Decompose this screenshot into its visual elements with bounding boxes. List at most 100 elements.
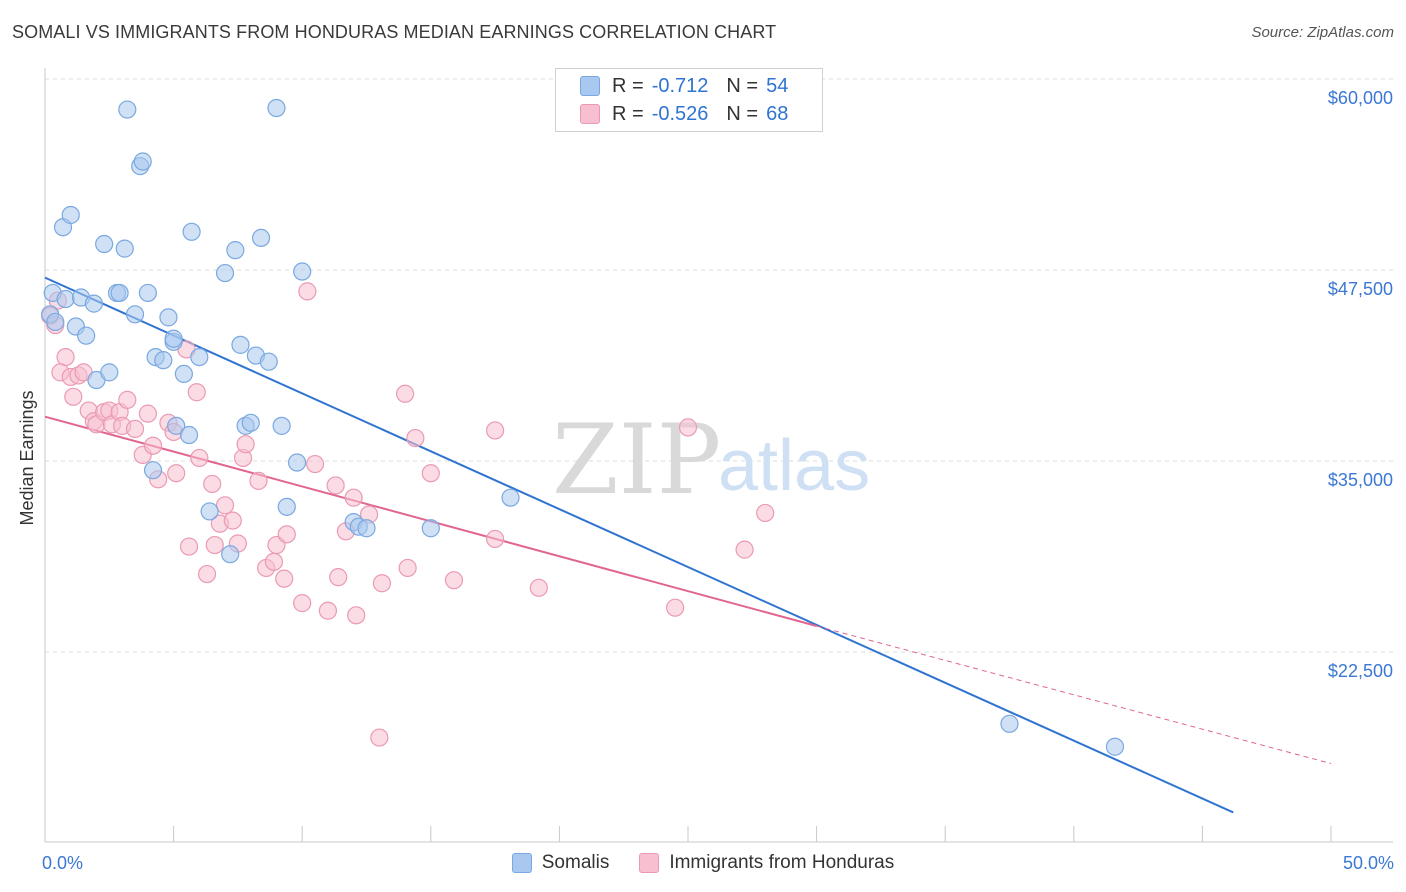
chart-title: SOMALI VS IMMIGRANTS FROM HONDURAS MEDIA…: [12, 22, 777, 42]
watermark-zip: ZIP: [552, 404, 721, 516]
honduras-point: [64, 387, 83, 406]
honduras-point: [187, 383, 206, 402]
x-tick-label: 0.0%: [42, 853, 83, 873]
legend-r-label: R =: [612, 102, 644, 125]
legend-r-label: R =: [612, 74, 644, 97]
somalis-point: [277, 497, 296, 516]
honduras-point: [203, 474, 222, 494]
somalis-point: [95, 234, 114, 254]
legend-r-value: -0.526: [651, 102, 709, 125]
somalis-point: [154, 351, 173, 370]
somalis-point: [421, 519, 440, 538]
honduras-swatch: [639, 853, 660, 873]
somalis-point: [221, 545, 240, 564]
somalis-point: [138, 283, 157, 303]
somalis-point: [357, 519, 376, 538]
somalis-swatch: [580, 76, 600, 96]
somalis-point: [226, 241, 245, 260]
legend-item-honduras[interactable]: Immigrants from Honduras: [639, 852, 894, 874]
y-tick-label: $60,000: [1328, 88, 1393, 108]
honduras-point: [236, 435, 255, 454]
somalis-point: [174, 364, 193, 384]
bottom-legend: Somalis Immigrants from Honduras: [0, 852, 1406, 874]
honduras-point: [756, 503, 775, 523]
somalis-point: [241, 413, 260, 432]
somalis-point: [46, 312, 65, 332]
data-points: [41, 98, 1125, 756]
somalis-point: [125, 305, 145, 324]
somalis-point: [267, 98, 286, 118]
honduras-point: [298, 282, 317, 301]
somalis-point: [110, 283, 129, 303]
honduras-point: [138, 404, 157, 423]
honduras-point: [398, 558, 417, 578]
honduras-point: [666, 598, 685, 617]
tick-labels: $22,500 $35,000 $47,500 $60,000 0.0% 50.0%: [42, 88, 1394, 873]
gridlines: [45, 78, 1393, 653]
somalis-point: [56, 289, 75, 309]
honduras-point: [275, 569, 294, 588]
watermark: ZIP atlas: [552, 404, 870, 516]
legend-box: R = -0.712 N = 54 R = -0.526 N = 68: [555, 68, 823, 132]
y-tick-label: $47,500: [1328, 279, 1393, 299]
honduras-point: [326, 476, 345, 495]
y-tick-label: $22,500: [1328, 661, 1393, 681]
honduras-point: [125, 419, 145, 439]
honduras-point: [197, 564, 217, 584]
honduras-point: [293, 594, 312, 613]
honduras-point: [264, 552, 284, 571]
honduras-point: [190, 448, 209, 468]
honduras-point: [735, 540, 754, 559]
legend-r-value: -0.712: [651, 74, 709, 97]
somalis-point: [231, 335, 250, 354]
honduras-point: [344, 488, 363, 507]
watermark-atlas: atlas: [718, 426, 870, 506]
somalis-point: [77, 326, 96, 345]
y-axis-label: Median Earnings: [17, 390, 37, 525]
honduras-swatch: [580, 104, 600, 124]
somalis-point: [179, 425, 199, 445]
somalis-point: [259, 352, 278, 371]
honduras-point: [249, 471, 268, 490]
somalis-point: [501, 488, 520, 507]
honduras-point: [329, 568, 348, 587]
axes: [44, 68, 1393, 843]
honduras-point: [179, 537, 199, 556]
legend-item-somalis[interactable]: Somalis: [511, 852, 609, 874]
honduras-point: [223, 511, 242, 530]
somalis-point: [251, 228, 271, 248]
somalis-point: [182, 222, 201, 241]
honduras-point: [486, 529, 505, 549]
somalis-point: [61, 205, 80, 225]
honduras-point: [406, 428, 425, 448]
honduras-point: [277, 525, 296, 544]
somalis-point: [200, 502, 219, 521]
legend-row-somalis: R = -0.712 N = 54: [580, 74, 788, 98]
honduras-point: [318, 601, 338, 620]
x-tick-label: 50.0%: [1343, 853, 1394, 873]
somalis-point: [115, 239, 134, 258]
somalis-point: [118, 100, 137, 119]
somalis-point: [167, 416, 186, 435]
somalis-point: [190, 347, 209, 367]
somalis-point: [215, 263, 235, 283]
honduras-point: [678, 418, 698, 437]
honduras-point: [305, 454, 325, 474]
legend-n-value: 68: [766, 102, 789, 125]
honduras-point: [395, 384, 415, 403]
somalis-point: [164, 329, 183, 348]
somalis-point: [293, 262, 312, 281]
somalis-point: [287, 453, 307, 472]
somalis-swatch: [511, 853, 532, 873]
somalis-point: [272, 416, 291, 435]
somalis-point: [1000, 714, 1019, 733]
honduras-point: [370, 728, 389, 747]
honduras-trend-extension: [816, 625, 1332, 765]
legend-n-value: 54: [766, 74, 789, 97]
somalis-point: [100, 363, 119, 382]
legend-n-label: N =: [726, 102, 759, 125]
honduras-point: [215, 496, 235, 515]
source-credit: Source: ZipAtlas.com: [1251, 24, 1394, 41]
honduras-point: [205, 535, 224, 555]
